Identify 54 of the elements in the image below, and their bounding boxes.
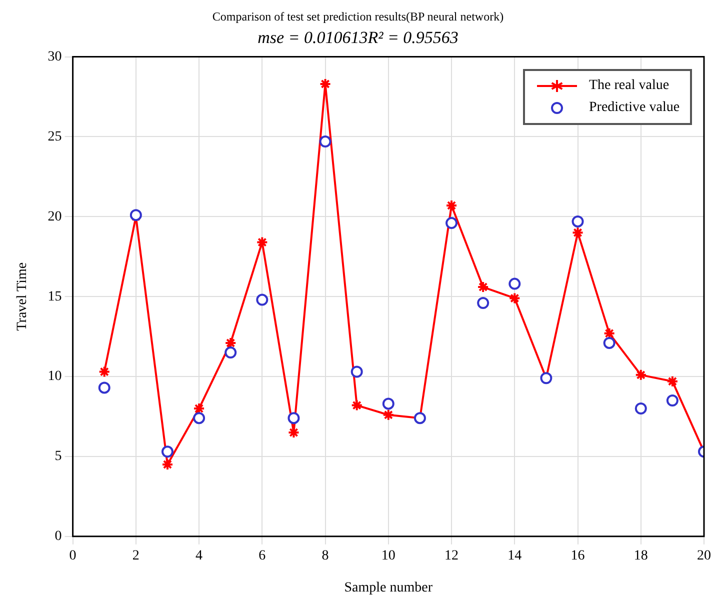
x-tick-label: 14 [508, 548, 522, 564]
x-tick-label: 12 [444, 548, 459, 564]
x-tick-label: 2 [132, 548, 140, 564]
point [603, 327, 616, 340]
point [319, 78, 332, 90]
x-tick-label: 20 [697, 548, 711, 564]
point [193, 412, 206, 424]
point [98, 366, 110, 378]
point [666, 375, 678, 388]
point [382, 408, 394, 421]
chart-title: Comparison of test set prediction results(BP neural network) [212, 9, 504, 24]
point [256, 294, 268, 306]
point [572, 215, 584, 228]
x-axis-title: Sample number [344, 580, 433, 596]
x-tick-label: 8 [322, 548, 329, 564]
point [350, 399, 363, 412]
point [508, 278, 521, 290]
point [161, 458, 174, 470]
point [161, 446, 174, 458]
point [350, 366, 363, 378]
y-axis-title: Travel Time [15, 262, 30, 331]
point [256, 236, 268, 248]
x-tick-label: 10 [381, 548, 396, 564]
point [477, 281, 490, 294]
point [508, 292, 521, 304]
legend-label: The real value [589, 76, 670, 95]
point [288, 412, 300, 424]
y-tick-label: 0 [54, 529, 62, 544]
point [446, 199, 458, 212]
x-tick-label: 0 [69, 548, 76, 564]
point [572, 226, 584, 239]
point [477, 296, 490, 309]
legend-label: Predictive value [589, 98, 680, 117]
x-tick-label: 6 [258, 548, 266, 564]
point [603, 336, 616, 349]
point [666, 394, 678, 407]
point [446, 217, 458, 230]
x-tick-label: 16 [570, 548, 585, 564]
y-tick-label: 10 [48, 369, 62, 384]
point [319, 136, 332, 148]
point [224, 346, 237, 359]
y-tick-label: 20 [48, 209, 62, 224]
point [224, 336, 237, 349]
x-tick-label: 18 [634, 548, 648, 564]
point [634, 402, 647, 415]
y-tick-label: 30 [48, 49, 62, 64]
x-tick-label: 4 [196, 548, 203, 564]
chart-subtitle: mse = 0.010613R² = 0.95563 [258, 28, 458, 48]
point [634, 368, 647, 381]
point [382, 398, 394, 410]
y-tick-label: 15 [48, 289, 62, 304]
y-tick-label: 25 [48, 129, 62, 144]
point [98, 382, 110, 394]
y-tick-label: 5 [54, 449, 62, 464]
